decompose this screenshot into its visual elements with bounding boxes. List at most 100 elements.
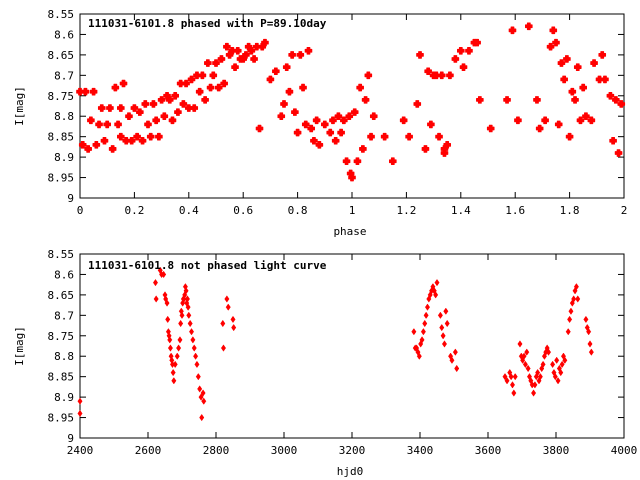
phased-data-point [437, 71, 446, 80]
unphased-data-point [562, 356, 568, 364]
phased-data-point [476, 96, 484, 104]
unphased-data-point [176, 344, 182, 352]
unphased-data-point [554, 356, 560, 364]
unphased-data-point [512, 373, 518, 381]
unphased-chart-title: 111031-6101.8 not phased light curve [88, 259, 327, 272]
unphased-x-tick-label: 3000 [271, 444, 298, 457]
unphased-data-point [540, 360, 546, 369]
unphased-data-point [531, 389, 537, 397]
phased-data-point [212, 59, 220, 67]
phased-data-point [81, 87, 90, 96]
phased-data-point [557, 59, 566, 67]
unphased-data-point [517, 340, 523, 348]
phased-data-point [233, 46, 242, 55]
phased-data-point [427, 120, 435, 129]
unphased-data-point [165, 315, 171, 324]
phased-data-point [255, 124, 264, 133]
phased-data-point [116, 132, 125, 141]
phased-y-tick-label: 8.75 [48, 90, 75, 103]
phased-y-tick-label: 8.7 [54, 69, 74, 82]
unphased-data-point [153, 295, 159, 303]
phased-data-point [340, 116, 348, 125]
unphased-y-tick-label: 9 [67, 432, 74, 445]
unphased-data-point [185, 303, 191, 311]
phased-data-point [168, 116, 177, 125]
unphased-data-point [419, 336, 425, 344]
unphased-y-tick-label: 8.85 [48, 371, 75, 384]
phased-data-point [155, 132, 163, 141]
unphased-data-point [190, 336, 196, 344]
phased-x-tick-label: 0.8 [288, 204, 308, 217]
phased-data-point [571, 96, 579, 104]
phased-x-tick-label: 0.6 [233, 204, 253, 217]
phased-data-point [138, 136, 147, 145]
unphased-data-point [416, 352, 422, 360]
phased-y-tick-label: 8.65 [48, 49, 75, 62]
phased-x-tick-label: 1.6 [505, 204, 525, 217]
unphased-data-point [420, 328, 426, 336]
phased-data-point [100, 136, 109, 145]
unphased-data-point [522, 360, 528, 369]
phased-data-point [334, 112, 343, 121]
unphased-data-point [200, 389, 206, 397]
unphased-data-point [509, 381, 515, 389]
phased-data-point [97, 104, 106, 112]
unphased-data-point [152, 278, 158, 287]
phased-data-point [435, 132, 443, 141]
unphased-x-tick-label: 3200 [339, 444, 366, 457]
phased-data-point [424, 67, 432, 76]
phased-data-point [579, 83, 588, 92]
unphased-data-point [174, 352, 180, 360]
phased-data-point [198, 71, 207, 80]
phased-data-point [282, 63, 291, 71]
phased-data-point [535, 124, 544, 133]
phased-data-point [141, 100, 150, 108]
unphased-data-point [220, 344, 226, 352]
unphased-data-point [186, 311, 192, 319]
phased-data-point [576, 116, 585, 125]
phased-data-point [389, 157, 397, 165]
phased-data-point [296, 51, 305, 59]
unphased-data-point [178, 319, 184, 328]
unphased-data-point [199, 413, 205, 422]
phased-data-point [272, 67, 280, 76]
phased-data-point [87, 116, 95, 125]
phased-data-point [84, 145, 92, 153]
unphased-x-tick-label: 3600 [475, 444, 502, 457]
phased-data-point [111, 83, 120, 92]
phased-data-point [459, 63, 468, 71]
phased-x-tick-label: 1.8 [560, 204, 580, 217]
unphased-data-point [161, 270, 167, 279]
phased-data-point [116, 104, 125, 112]
phased-data-point [201, 96, 209, 104]
unphased-data-point [191, 344, 197, 352]
unphased-x-tick-label: 3400 [407, 444, 434, 457]
phased-y-tick-label: 8.85 [48, 131, 75, 144]
phased-data-point [209, 71, 218, 80]
unphased-data-point [171, 377, 177, 385]
phased-data-point [127, 136, 136, 145]
unphased-x-tick-label: 3800 [543, 444, 570, 457]
unphased-data-point [230, 315, 236, 324]
unphased-data-point [567, 315, 573, 324]
unphased-data-point [170, 368, 176, 377]
unphased-data-point [587, 340, 593, 348]
phased-y-tick-label: 9 [67, 192, 74, 205]
unphased-y-tick-label: 8.95 [48, 412, 75, 425]
unphased-ticks: 2400 2600 2800 3000 3200 3400 3600 3800 4000 8.55… [48, 248, 638, 457]
unphased-data-point [535, 368, 541, 377]
phased-data-point [380, 132, 389, 141]
phased-data-point [106, 104, 114, 112]
phased-data-point [225, 51, 234, 59]
phased-data-point [554, 120, 563, 129]
unphased-data-point [583, 315, 589, 324]
phased-data-point [307, 124, 315, 133]
phased-data-point [524, 22, 533, 31]
unphased-data-point [187, 319, 193, 328]
unphased-y-tick-label: 8.8 [54, 350, 74, 363]
phased-data-point [239, 55, 247, 63]
unphased-data-point [586, 328, 592, 336]
unphased-data-point [550, 360, 556, 369]
unphased-data-point [575, 295, 581, 303]
unphased-data-point [224, 295, 230, 303]
